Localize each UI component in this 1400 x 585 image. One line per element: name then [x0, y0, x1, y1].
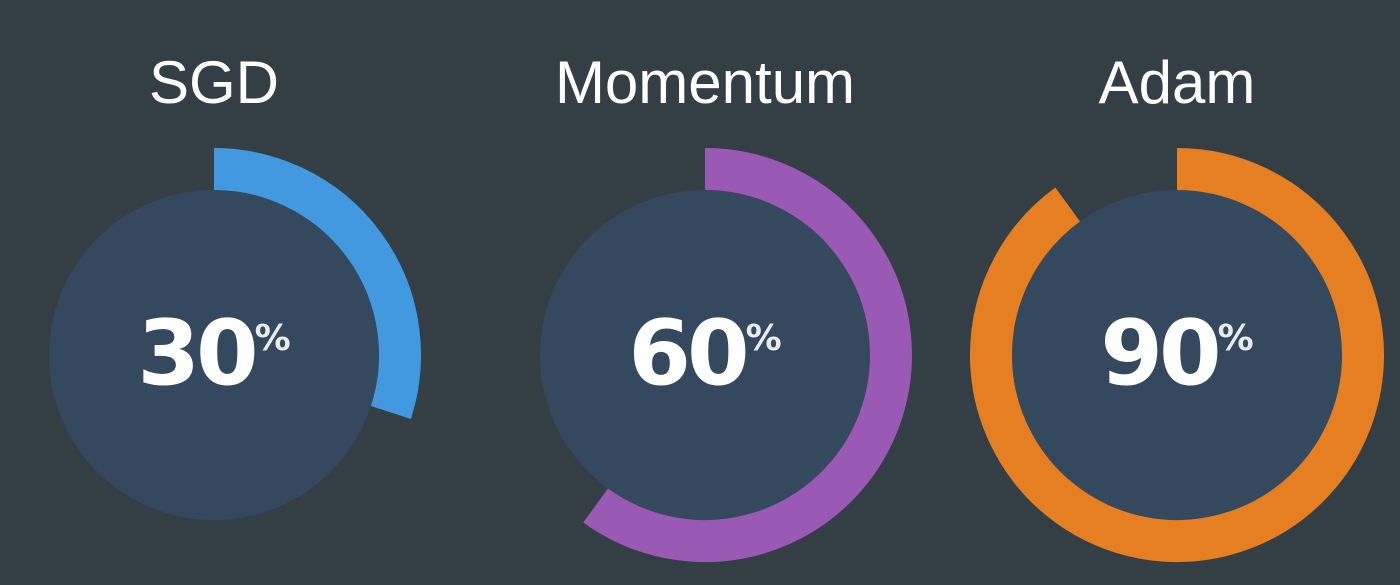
gauge-track	[49, 190, 379, 520]
gauge-value: 90	[1100, 301, 1218, 406]
gauge-arc-sgd	[213, 148, 421, 419]
gauge-adam: Adam 90%	[970, 49, 1384, 562]
gauge-unit: %	[746, 318, 782, 359]
gauge-track	[1012, 190, 1342, 520]
gauge-arc-adam	[970, 148, 1384, 562]
gauge-value: 60	[628, 301, 746, 406]
gauge-unit: %	[1218, 318, 1254, 359]
gauge-title: SGD	[149, 49, 279, 116]
gauge-value-label: 30%	[137, 301, 290, 406]
gauge-value-label: 60%	[628, 301, 781, 406]
gauge-unit: %	[255, 318, 291, 359]
gauge-track	[540, 190, 870, 520]
gauge-title: Momentum	[555, 49, 855, 116]
gauge-arc-momentum	[583, 148, 912, 562]
gauge-momentum: Momentum 60%	[540, 49, 912, 562]
gauge-value-label: 90%	[1100, 301, 1253, 406]
gauge-title: Adam	[1099, 49, 1256, 116]
gauge-value: 30	[137, 301, 255, 406]
gauge-sgd: SGD 30%	[49, 49, 421, 520]
